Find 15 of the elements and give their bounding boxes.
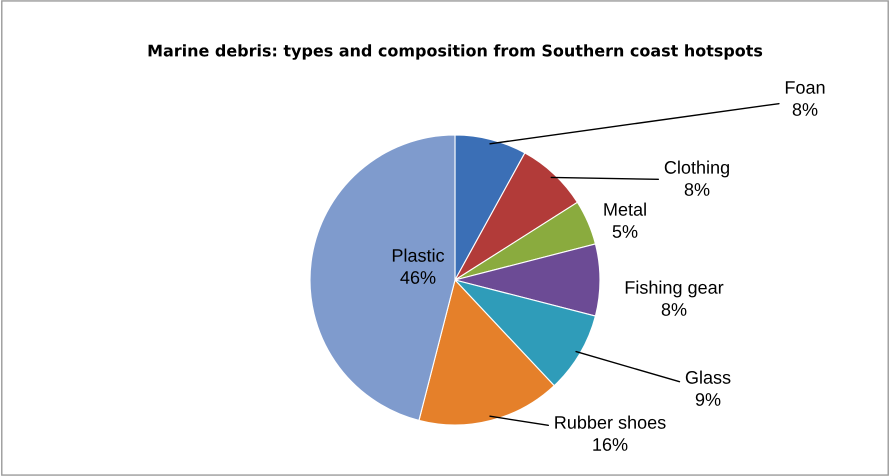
data-label: 5%	[612, 225, 638, 238]
data-label: 16%	[593, 438, 628, 451]
slice-label: Plastic	[392, 248, 444, 262]
chart-title: Marine debris: types and composition from Southern coast hotspots	[148, 44, 762, 60]
slice-label: Fishing gear	[626, 280, 724, 298]
data-label: 9%	[696, 393, 720, 406]
slice-label: Foan	[786, 81, 824, 94]
data-label: 8%	[662, 303, 686, 316]
slice-label: Metal	[604, 202, 646, 216]
data-label: 46%	[400, 271, 436, 284]
slice-label: Clothing	[664, 160, 729, 178]
slice-label: Glass	[686, 370, 730, 384]
data-label: 8%	[792, 103, 818, 116]
slice-label: Rubber shoes	[555, 416, 666, 429]
data-label: 8%	[684, 183, 710, 196]
